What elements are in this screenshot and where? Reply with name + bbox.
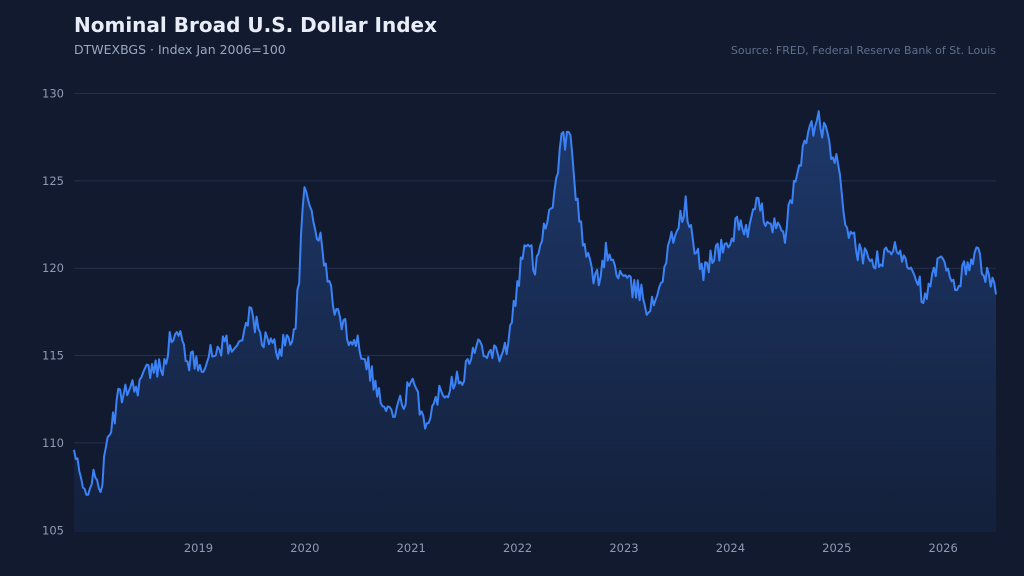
y-tick-label: 120 [42,261,64,275]
x-axis-ticks: 2019 2020 2021 2022 2023 2024 2025 2026 [184,541,958,555]
y-tick-label: 115 [42,349,64,363]
x-tick-label: 2025 [822,541,851,555]
x-tick-label: 2023 [609,541,638,555]
x-tick-label: 2024 [716,541,745,555]
y-tick-label: 105 [42,523,64,537]
y-tick-label: 125 [42,174,64,188]
x-tick-label: 2021 [397,541,426,555]
x-tick-label: 2020 [290,541,319,555]
source-note: Source: FRED, Federal Reserve Bank of St… [730,44,996,57]
x-tick-label: 2026 [929,541,958,555]
x-tick-label: 2022 [503,541,532,555]
page-subtitle: DTWEXBGS · Index Jan 2006=100 [74,42,286,57]
x-tick-label: 2019 [184,541,213,555]
y-tick-label: 130 [42,86,64,100]
page-title: Nominal Broad U.S. Dollar Index [74,13,437,37]
series-line [73,110,997,496]
y-axis-ticks: 105 110 115 120 125 130 [42,86,64,537]
series-area [74,111,996,532]
y-tick-label: 110 [42,436,64,450]
